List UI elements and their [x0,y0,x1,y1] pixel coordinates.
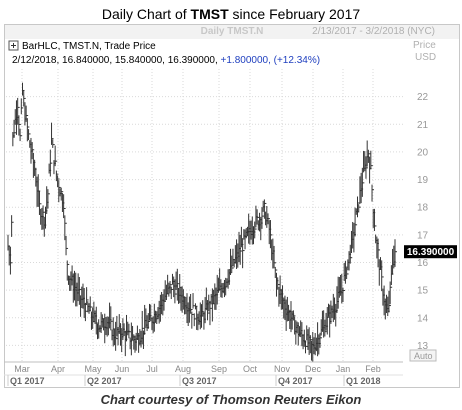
chart-title: Daily Chart of TMST since February 2017 [0,6,462,22]
month-tick-label: Apr [51,364,65,374]
last-price-tag: 16.390000 [404,245,457,259]
y-tick-label: 14 [417,313,429,324]
chart-credit: Chart courtesy of Thomson Reuters Eikon [100,392,362,407]
quarter-tick-label: Q1 2017 [10,376,45,386]
time-axis: Mar Apr May Jun Jul Aug Sep Oct Nov Dec Jan Feb Q1 2… [4,361,403,386]
last-price-value: 16.390000 [407,247,455,258]
y-tick-label: 22 [417,92,429,103]
quarter-tick-label: Q4 2017 [278,376,313,386]
price-label: Price [413,40,436,51]
price-axis: 13 14 15 16 17 18 19 20 21 22 [417,92,429,352]
y-tick-label: 17 [417,230,429,241]
month-tick-label: Sep [211,364,227,374]
title-prefix: Daily Chart of [101,6,191,22]
chart-window[interactable]: Daily TMST.N 2/13/2017 - 3/2/2018 (NYC) [4,24,460,388]
month-tick-label: Jan [336,364,351,374]
auto-scale-button[interactable] [409,349,437,362]
date-range: 2/13/2017 - 3/2/2018 (NYC) [312,26,435,37]
last-price-box [404,245,457,259]
y-tick-label: 21 [417,120,429,131]
month-tick-label: May [84,364,102,374]
month-tick-label: Nov [274,364,291,374]
quarter-tick-label: Q2 2017 [87,376,122,386]
y-tick-label: 13 [417,341,429,352]
title-symbol: TMST [190,6,229,22]
auto-label: Auto [414,351,433,361]
legend-values: 2/12/2018, 16.840000, 15.840000, 16.3900… [12,55,320,66]
month-tick-label: Oct [243,364,258,374]
y-tick-label: 20 [417,147,429,158]
month-tick-label: Feb [365,364,381,374]
y-tick-label: 18 [417,203,429,214]
month-tick-label: Jun [115,364,130,374]
y-tick-label: 15 [417,286,429,297]
legend-change: +1.800000, (+12.34%) [221,55,321,66]
month-tick-label: Aug [175,364,191,374]
window-symbol: Daily TMST.N [200,26,264,37]
legend-study: BarHLC, TMST.N, Trade Price [22,41,156,52]
month-tick-label: Dec [305,364,322,374]
month-tick-label: Jul [146,364,158,374]
legend: BarHLC, TMST.N, Trade Price 2/12/2018, 1… [8,40,320,66]
quarter-tick-label: Q1 2018 [346,376,381,386]
ohlc-bars [7,82,397,363]
y-tick-label: 16 [417,258,429,269]
quarter-tick-label: Q3 2017 [182,376,217,386]
currency-label: USD [415,52,436,63]
chart-topbar: Daily TMST.N 2/13/2017 - 3/2/2018 (NYC) [5,25,459,39]
title-suffix: since February 2017 [228,6,361,22]
legend-values-ohlc: 2/12/2018, 16.840000, 15.840000, 16.3900… [12,55,218,66]
month-tick-label: Mar [14,364,30,374]
y-tick-label: 19 [417,175,429,186]
chart-grid [6,69,403,362]
